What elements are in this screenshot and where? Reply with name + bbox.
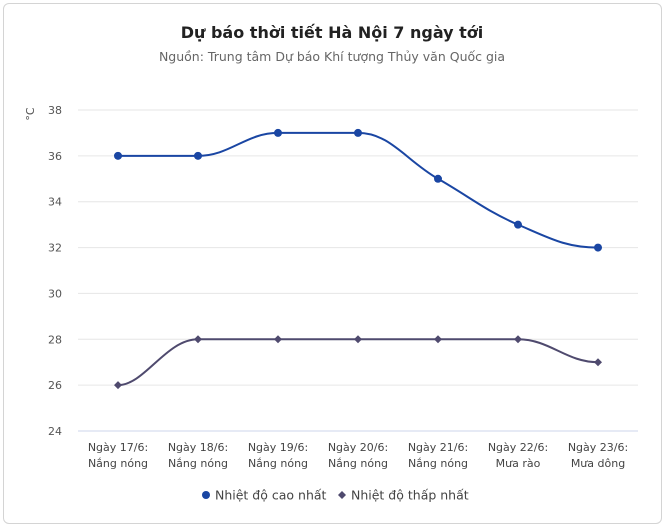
data-point[interactable] xyxy=(354,335,362,344)
x-tick-sublabel: Nắng nóng xyxy=(88,457,148,470)
x-tick-label: Ngày 23/6: xyxy=(568,441,628,454)
data-point[interactable] xyxy=(194,151,202,160)
chart-title: Dự báo thời tiết Hà Nội 7 ngày tới xyxy=(181,23,484,42)
series-line xyxy=(117,338,599,387)
x-tick-sublabel: Nắng nóng xyxy=(408,457,468,470)
x-tick-sublabel: Nắng nóng xyxy=(328,457,388,470)
y-axis-label: °C xyxy=(24,107,37,121)
x-tick-label: Ngày 19/6: xyxy=(248,441,308,454)
x-tick-sublabel: Mưa dông xyxy=(571,457,625,470)
legend-label: Nhiệt độ cao nhất xyxy=(215,488,327,503)
chart-card xyxy=(3,3,662,524)
y-tick-label: 32 xyxy=(48,242,62,255)
x-tick-label: Ngày 18/6: xyxy=(168,441,228,454)
x-tick-label: Ngày 22/6: xyxy=(488,441,548,454)
data-point[interactable] xyxy=(274,128,282,137)
legend-circle-icon xyxy=(202,491,210,499)
data-point[interactable] xyxy=(114,151,122,160)
data-point[interactable] xyxy=(194,335,202,344)
data-point[interactable] xyxy=(514,335,522,344)
data-point[interactable] xyxy=(434,174,442,183)
y-tick-label: 34 xyxy=(48,196,62,209)
x-tick-sublabel: Nắng nóng xyxy=(168,457,228,470)
data-point[interactable] xyxy=(434,335,442,344)
data-point[interactable] xyxy=(594,243,602,252)
legend-item[interactable]: Nhiệt độ thấp nhất xyxy=(338,488,469,503)
data-point[interactable] xyxy=(274,335,282,344)
x-tick-sublabel: Mưa rào xyxy=(496,457,541,470)
series-line xyxy=(118,131,599,249)
legend-label: Nhiệt độ thấp nhất xyxy=(351,488,469,503)
y-tick-label: 28 xyxy=(48,333,62,346)
legend-item[interactable]: Nhiệt độ cao nhất xyxy=(202,488,327,503)
data-point[interactable] xyxy=(514,220,522,229)
data-point[interactable] xyxy=(114,381,122,390)
y-tick-label: 38 xyxy=(48,104,62,117)
y-tick-label: 24 xyxy=(48,425,62,438)
x-tick-label: Ngày 20/6: xyxy=(328,441,388,454)
x-tick-label: Ngày 17/6: xyxy=(88,441,148,454)
data-point[interactable] xyxy=(594,358,602,367)
y-tick-label: 26 xyxy=(48,379,62,392)
data-point[interactable] xyxy=(354,128,362,137)
y-tick-label: 30 xyxy=(48,287,62,300)
x-tick-label: Ngày 21/6: xyxy=(408,441,468,454)
legend-diamond-icon xyxy=(338,491,346,499)
y-tick-label: 36 xyxy=(48,150,62,163)
x-tick-sublabel: Nắng nóng xyxy=(248,457,308,470)
chart-subtitle: Nguồn: Trung tâm Dự báo Khí tượng Thủy v… xyxy=(159,49,505,64)
